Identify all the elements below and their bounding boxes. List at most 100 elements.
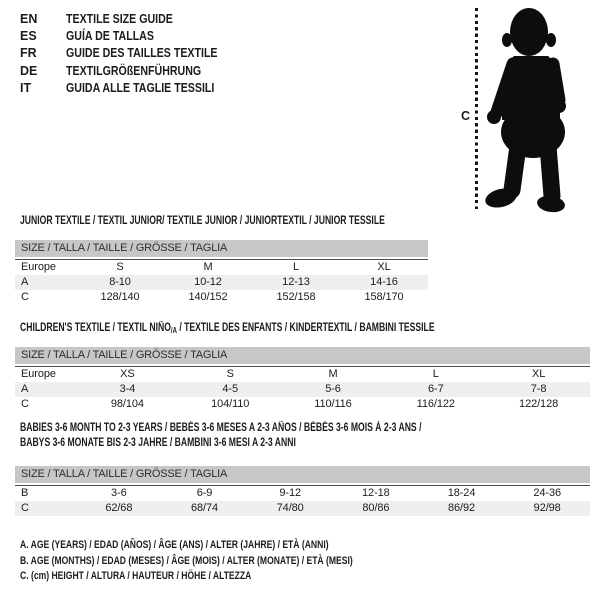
language-row: FR GUIDE DES TAILLES TEXTILE bbox=[20, 45, 244, 62]
language-code: EN bbox=[20, 11, 38, 26]
table-cell: 128/140 bbox=[100, 290, 140, 303]
table-cell: 8-10 bbox=[109, 275, 131, 288]
table-rows: B 3-6 6-9 9-12 12-18 18-24 24-36 C 62/68 68/74 74/… bbox=[15, 485, 590, 516]
language-row: EN TEXTILE SIZE GUIDE bbox=[20, 10, 244, 27]
row-label: Europe bbox=[21, 368, 56, 380]
size-header-bar: SIZE / TALLA / TAILLE / GRÖSSE / TAGLIA bbox=[15, 466, 590, 483]
table-cell: 68/74 bbox=[190, 501, 219, 514]
table-cell: 24-36 bbox=[533, 487, 562, 499]
table-title-text: CHILDREN'S TEXTILE / TEXTIL NIÑO bbox=[20, 322, 171, 334]
footnote-line: A. AGE (YEARS) / EDAD (AÑOS) / ÂGE (ANS)… bbox=[20, 538, 447, 554]
language-code: ES bbox=[20, 28, 37, 43]
table-title: CHILDREN'S TEXTILE / TEXTIL NIÑO/A / TEX… bbox=[20, 321, 573, 338]
size-header-bar: SIZE / TALLA / TAILLE / GRÖSSE / TAGLIA bbox=[15, 347, 590, 364]
language-code: DE bbox=[20, 63, 38, 78]
table-cell: 98/104 bbox=[110, 397, 144, 410]
table-cell: 5-6 bbox=[325, 382, 341, 395]
table-cell: L bbox=[292, 261, 300, 273]
footnote-line: C. (cm) HEIGHT / ALTURA / HAUTEUR / HÖHE… bbox=[20, 569, 447, 585]
table-cell: 18-24 bbox=[447, 487, 476, 499]
table-title-line: BABIES 3-6 MONTH TO 2-3 YEARS / BEBÉS 3-… bbox=[20, 422, 422, 434]
height-measure-line bbox=[475, 8, 478, 209]
table-cell: 12-13 bbox=[282, 275, 310, 288]
table-cell: 3-4 bbox=[119, 382, 136, 395]
row-label: A bbox=[21, 275, 29, 288]
footnote-list: A. AGE (YEARS) / EDAD (AÑOS) / ÂGE (ANS)… bbox=[20, 538, 447, 585]
footnote-text: C. (cm) HEIGHT / ALTURA / HAUTEUR / HÖHE… bbox=[20, 570, 252, 583]
footnote-text: A. AGE (YEARS) / EDAD (AÑOS) / ÂGE (ANS)… bbox=[20, 539, 329, 551]
table-cell: 3-6 bbox=[111, 487, 127, 499]
row-label: C bbox=[21, 290, 29, 303]
table-title-line: CHILDREN'S TEXTILE / TEXTIL NIÑO/A / TEX… bbox=[20, 321, 435, 338]
table-title-text: /A bbox=[170, 326, 177, 335]
table-cell: 104/110 bbox=[211, 397, 250, 410]
table-cell: 4-5 bbox=[222, 382, 238, 395]
table-row: Europe S M L XL bbox=[15, 260, 428, 275]
table-cell: 14-16 bbox=[370, 275, 398, 288]
size-table: SIZE / TALLA / TAILLE / GRÖSSE / TAGLIA E… bbox=[15, 240, 428, 304]
table-cell: 116/122 bbox=[416, 397, 455, 410]
language-row: IT GUIDA ALLE TAGLIE TESSILI bbox=[20, 79, 244, 96]
table-row: C 98/104 104/110 110/116 116/122 122/128 bbox=[15, 397, 590, 412]
table-cell: 74/80 bbox=[276, 501, 304, 514]
language-title: TEXTILE SIZE GUIDE bbox=[66, 11, 173, 26]
table-cell: M bbox=[328, 368, 338, 380]
table-cell: S bbox=[226, 368, 234, 380]
table-cell: 86/92 bbox=[448, 501, 476, 514]
footnote-text: B. AGE (MONTHS) / EDAD (MESES) / ÂGE (MO… bbox=[20, 554, 353, 567]
table-cell: 12-18 bbox=[362, 487, 390, 499]
size-table: SIZE / TALLA / TAILLE / GRÖSSE / TAGLIA E… bbox=[15, 347, 590, 411]
language-title: TEXTILGRÖßENFÜHRUNG bbox=[66, 63, 202, 78]
size-header-text: SIZE / TALLA / TAILLE / GRÖSSE / TAGLIA bbox=[21, 242, 228, 254]
table-row: Europe XS S M L XL bbox=[15, 367, 590, 382]
table-cell: 6-9 bbox=[196, 487, 213, 499]
table-cell: L bbox=[432, 368, 439, 380]
table-cell: 158/170 bbox=[364, 290, 404, 303]
table-rows: Europe XS S M L XL A 3-4 4-5 5-6 6-7 7-8 C 98/104 104/… bbox=[15, 366, 590, 411]
table-cell: 80/86 bbox=[362, 501, 390, 514]
language-title-list: EN TEXTILE SIZE GUIDE ES GUÍA DE TALLAS FR GU… bbox=[20, 10, 244, 96]
table-cell: 10-12 bbox=[194, 275, 222, 288]
language-code: IT bbox=[20, 80, 32, 95]
table-cell: 92/98 bbox=[533, 501, 561, 514]
table-cell: M bbox=[203, 261, 213, 273]
table-title: JUNIOR TEXTILE / TEXTIL JUNIOR/ TEXTILE … bbox=[20, 214, 506, 229]
table-cell: XL bbox=[531, 368, 546, 380]
row-label: A bbox=[21, 382, 29, 395]
row-label: C bbox=[21, 397, 29, 410]
row-label: Europe bbox=[21, 261, 56, 273]
table-cell: 122/128 bbox=[519, 397, 559, 410]
size-header-text: SIZE / TALLA / TAILLE / GRÖSSE / TAGLIA bbox=[21, 349, 228, 361]
table-title-line: JUNIOR TEXTILE / TEXTIL JUNIOR/ TEXTILE … bbox=[20, 215, 385, 227]
table-title-text: / TEXTILE DES ENFANTS / KINDERTEXTIL / B… bbox=[176, 322, 435, 334]
table-row: A 8-10 10-12 12-13 14-16 bbox=[15, 274, 428, 290]
table-cell: 62/68 bbox=[105, 501, 133, 514]
size-header-text: SIZE / TALLA / TAILLE / GRÖSSE / TAGLIA bbox=[21, 468, 228, 480]
table-cell: 7-8 bbox=[530, 382, 547, 395]
table-cell: S bbox=[116, 261, 124, 273]
row-label: B bbox=[21, 487, 29, 499]
table-row: A 3-4 4-5 5-6 6-7 7-8 bbox=[15, 381, 590, 397]
table-cell: 110/116 bbox=[314, 397, 352, 410]
size-header-bar: SIZE / TALLA / TAILLE / GRÖSSE / TAGLIA bbox=[15, 240, 428, 257]
size-table: SIZE / TALLA / TAILLE / GRÖSSE / TAGLIA B… bbox=[15, 466, 590, 516]
language-title: GUÍA DE TALLAS bbox=[66, 28, 154, 43]
table-cell: 152/158 bbox=[276, 290, 316, 303]
table-row: B 3-6 6-9 9-12 12-18 18-24 24-36 bbox=[15, 486, 590, 501]
row-label: C bbox=[21, 501, 29, 514]
language-row: DE TEXTILGRÖßENFÜHRUNG bbox=[20, 62, 244, 79]
table-cell: 140/152 bbox=[188, 290, 228, 303]
table-cell: XL bbox=[377, 261, 391, 273]
table-title: BABIES 3-6 MONTH TO 2-3 YEARS / BEBÉS 3-… bbox=[20, 421, 600, 451]
table-title-line: BABYS 3-6 MONATE BIS 2-3 JAHRE / BAMBINI… bbox=[20, 437, 296, 449]
height-measure-label: C bbox=[461, 109, 471, 123]
table-cell: 9-12 bbox=[279, 487, 301, 499]
footnote-line: B. AGE (MONTHS) / EDAD (MESES) / ÂGE (MO… bbox=[20, 554, 447, 570]
table-row: C 62/68 68/74 74/80 80/86 86/92 92/98 bbox=[15, 500, 590, 516]
language-title: GUIDE DES TAILLES TEXTILE bbox=[66, 46, 218, 61]
baby-silhouette-icon bbox=[485, 8, 566, 213]
language-title: GUIDA ALLE TAGLIE TESSILI bbox=[66, 80, 215, 95]
table-row: C 128/140 140/152 152/158 158/170 bbox=[15, 290, 428, 305]
language-row: ES GUÍA DE TALLAS bbox=[20, 27, 244, 44]
